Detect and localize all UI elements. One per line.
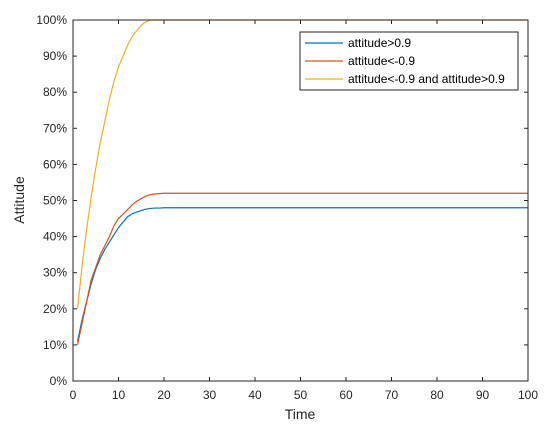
x-tick-label: 10	[112, 388, 126, 402]
x-axis-label: Time	[285, 406, 316, 422]
x-tick-label: 80	[430, 388, 444, 402]
y-tick-label: 80%	[43, 85, 67, 99]
legend-label-1: attitude>0.9	[348, 36, 411, 50]
y-tick-label: 70%	[43, 121, 67, 135]
x-tick-label: 60	[339, 388, 353, 402]
x-tick-label: 50	[294, 388, 308, 402]
x-tick-label: 40	[248, 388, 262, 402]
y-axis-label: Attitude	[11, 176, 27, 224]
y-tick-label: 10%	[43, 338, 67, 352]
series-line-2	[76, 192, 528, 346]
legend-label-3: attitude<-0.9 and attitude>0.9	[348, 72, 505, 86]
y-tick-label: 60%	[43, 157, 67, 171]
x-tick-label: 20	[157, 388, 171, 402]
x-tick-label: 90	[476, 388, 490, 402]
y-tick-label: 90%	[43, 49, 67, 63]
y-tick-label: 40%	[43, 230, 67, 244]
y-tick-label: 20%	[43, 302, 67, 316]
y-tick-label: 50%	[43, 194, 67, 208]
series-line-1	[76, 207, 528, 342]
y-tick-label: 0%	[50, 374, 68, 388]
x-tick-label: 0	[70, 388, 77, 402]
x-axis: 0 10 20 30 40 50 60 70 80 90 100	[70, 20, 538, 402]
y-tick-label: 100%	[36, 13, 67, 27]
y-axis: 0% 10% 20% 30% 40% 50% 60% 70% 80% 90% 100%	[36, 13, 528, 388]
x-tick-label: 30	[203, 388, 217, 402]
legend-label-2: attitude<-0.9	[348, 54, 415, 68]
x-tick-label: 70	[385, 388, 399, 402]
x-tick-label: 100	[518, 388, 538, 402]
y-tick-label: 30%	[43, 266, 67, 280]
legend: attitude>0.9 attitude<-0.9 attitude<-0.9 a…	[299, 31, 519, 91]
